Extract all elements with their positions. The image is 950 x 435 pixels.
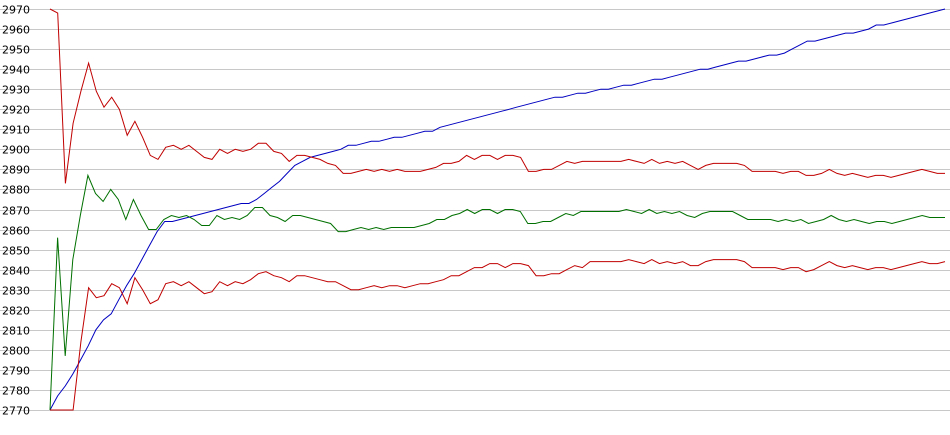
- y-tick-label: 2970: [2, 4, 30, 17]
- series-line-3: [49, 8, 945, 184]
- y-tick-label: 2790: [2, 365, 30, 378]
- y-tick-label: 2850: [2, 245, 30, 258]
- y-tick-label: 2940: [2, 64, 30, 77]
- y-tick-label: 2830: [2, 285, 30, 298]
- y-tick-label: 2930: [2, 84, 30, 97]
- y-tick-label: 2800: [2, 345, 30, 358]
- grid: [0, 9, 950, 411]
- series-line-2: [49, 173, 945, 411]
- y-tick-label: 2770: [2, 405, 30, 418]
- y-tick-label: 2810: [2, 325, 30, 338]
- y-tick-label: 2840: [2, 265, 30, 278]
- y-tick-label: 2900: [2, 144, 30, 157]
- y-tick-label: 2910: [2, 124, 30, 137]
- y-tick-label: 2880: [2, 184, 30, 197]
- series-lines: [49, 8, 946, 411]
- y-tick-label: 2870: [2, 205, 30, 218]
- y-tick-label: 2820: [2, 305, 30, 318]
- y-tick-label: 2960: [2, 24, 30, 37]
- y-axis-ticks: 2970 2960 2950 2940 2930 2920 2910 2900 2890 2880…: [2, 4, 30, 418]
- y-tick-label: 2950: [2, 44, 30, 57]
- series-line-4: [50, 259, 946, 411]
- y-tick-label: 2780: [2, 385, 30, 398]
- y-tick-label: 2860: [2, 225, 30, 238]
- y-tick-label: 2890: [2, 164, 30, 177]
- series-line-1: [49, 8, 946, 411]
- y-tick-label: 2920: [2, 104, 30, 117]
